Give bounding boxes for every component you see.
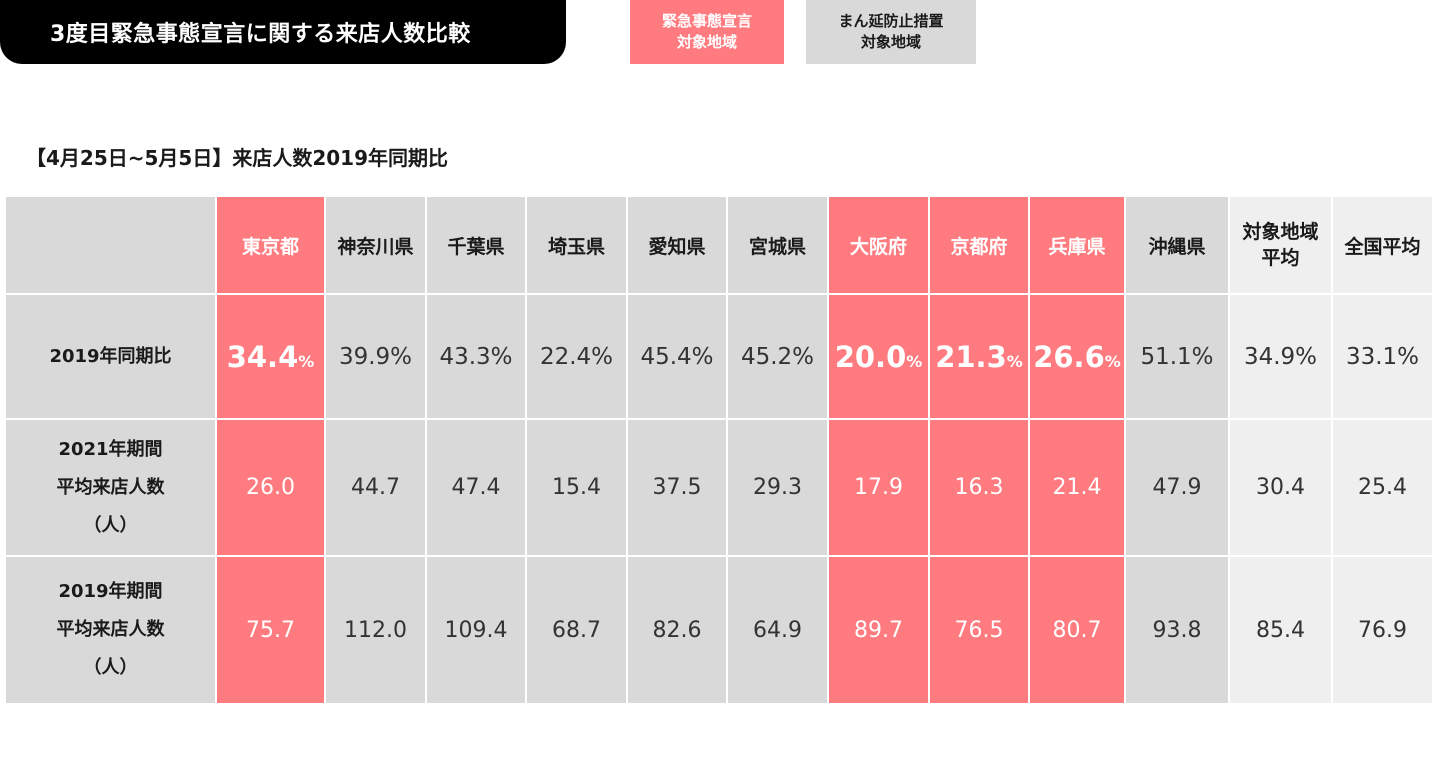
table-row: 2021年期間 平均来店人数 （人） 26.0 44.7 47.4 15.4 37.5 29.3… bbox=[4, 418, 1434, 557]
data-cell: 89.7 bbox=[827, 555, 930, 705]
table-subtitle: 【4月25日~5月5日】来店人数2019年同期比 bbox=[26, 146, 449, 170]
cell-unit: % bbox=[1104, 351, 1121, 371]
data-cell: 43.3% bbox=[425, 293, 527, 420]
cell-unit: % bbox=[906, 351, 923, 371]
cell-unit: % bbox=[591, 343, 614, 370]
row-label-line: 2019年同期比 bbox=[49, 345, 172, 367]
data-cell: 68.7 bbox=[525, 555, 628, 705]
data-cell: 39.9% bbox=[324, 293, 427, 420]
data-cell: 33.1% bbox=[1331, 293, 1434, 420]
cell-unit: % bbox=[298, 351, 315, 371]
column-header: 東京都 bbox=[215, 195, 326, 295]
row-label-line: 2021年期間 bbox=[58, 438, 163, 460]
data-cell: 85.4 bbox=[1228, 555, 1333, 705]
data-cell: 64.9 bbox=[726, 555, 829, 705]
data-cell: 47.9 bbox=[1124, 418, 1230, 557]
data-cell: 37.5 bbox=[626, 418, 728, 557]
data-cell: 44.7 bbox=[324, 418, 427, 557]
column-header: 大阪府 bbox=[827, 195, 930, 295]
header-row: 東京都 神奈川県 千葉県 埼玉県 愛知県 宮城県 大阪府 京都府 兵庫県 沖縄県 対象地域 平均 全国平… bbox=[4, 195, 1434, 295]
data-cell: 34.9% bbox=[1228, 293, 1333, 420]
title-banner: 3度目緊急事態宣言に関する来店人数比較 bbox=[0, 0, 566, 64]
column-header: 宮城県 bbox=[726, 195, 829, 295]
cell-value: 45.2 bbox=[740, 343, 793, 370]
cell-unit: % bbox=[1191, 343, 1214, 370]
data-cell: 45.4% bbox=[626, 293, 728, 420]
column-header: 対象地域 平均 bbox=[1228, 195, 1333, 295]
data-cell: 76.5 bbox=[928, 555, 1030, 705]
data-cell: 47.4 bbox=[425, 418, 527, 557]
cell-value: 34.4 bbox=[226, 339, 299, 374]
column-header: 沖縄県 bbox=[1124, 195, 1230, 295]
row-label-line: （人） bbox=[83, 514, 138, 536]
data-cell: 30.4 bbox=[1228, 418, 1333, 557]
legend-emergency-line1: 緊急事態宣言 bbox=[661, 12, 752, 30]
data-cell: 112.0 bbox=[324, 555, 427, 705]
data-cell: 80.7 bbox=[1028, 555, 1126, 705]
row-label: 2019年期間 平均来店人数 （人） bbox=[4, 555, 217, 705]
cell-value: 51.1 bbox=[1140, 343, 1192, 370]
column-header-line: 対象地域 bbox=[1242, 221, 1319, 243]
column-header: 全国平均 bbox=[1331, 195, 1434, 295]
data-cell: 21.4 bbox=[1028, 418, 1126, 557]
data-cell: 25.4 bbox=[1331, 418, 1434, 557]
data-cell: 20.0% bbox=[827, 293, 930, 420]
row-label-line: （人） bbox=[83, 657, 138, 678]
page-title: 3度目緊急事態宣言に関する来店人数比較 bbox=[50, 22, 471, 47]
legend-emergency: 緊急事態宣言 対象地域 bbox=[630, 0, 784, 64]
legend-semi-line1: まん延防止措置 bbox=[838, 12, 944, 30]
cell-value: 26.6 bbox=[1033, 339, 1105, 374]
data-cell: 15.4 bbox=[525, 418, 628, 557]
column-header: 埼玉県 bbox=[525, 195, 628, 295]
legend-semi-line2: 対象地域 bbox=[860, 33, 921, 51]
cell-unit: % bbox=[490, 343, 513, 370]
data-cell: 109.4 bbox=[425, 555, 527, 705]
cell-value: 39.9 bbox=[338, 343, 391, 370]
data-cell: 17.9 bbox=[827, 418, 930, 557]
table-row: 2019年期間 平均来店人数 （人） 75.7 112.0 109.4 68.7 82.6 64… bbox=[4, 555, 1434, 705]
data-cell: 26.0 bbox=[215, 418, 326, 557]
legend-emergency-line2: 対象地域 bbox=[676, 33, 737, 51]
cell-unit: % bbox=[1295, 343, 1318, 370]
cell-value: 21.3 bbox=[935, 339, 1007, 374]
cell-unit: % bbox=[792, 343, 815, 370]
cell-unit: % bbox=[1006, 351, 1023, 371]
column-header: 兵庫県 bbox=[1028, 195, 1126, 295]
row-label: 2021年期間 平均来店人数 （人） bbox=[4, 418, 217, 557]
column-header: 京都府 bbox=[928, 195, 1030, 295]
data-cell: 45.2% bbox=[726, 293, 829, 420]
legend-semi-emergency: まん延防止措置 対象地域 bbox=[806, 0, 976, 64]
column-header-line: 平均 bbox=[1261, 247, 1300, 269]
data-cell: 76.9 bbox=[1331, 555, 1434, 705]
data-cell: 21.3% bbox=[928, 293, 1030, 420]
column-header: 愛知県 bbox=[626, 195, 728, 295]
cell-value: 22.4 bbox=[539, 343, 592, 370]
cell-value: 33.1 bbox=[1345, 343, 1398, 370]
data-cell: 51.1% bbox=[1124, 293, 1230, 420]
row-label-line: 2019年期間 bbox=[58, 581, 163, 602]
comparison-table: 東京都 神奈川県 千葉県 埼玉県 愛知県 宮城県 大阪府 京都府 兵庫県 沖縄県 対象地域 平均 全国平… bbox=[4, 195, 1434, 705]
data-cell: 16.3 bbox=[928, 418, 1030, 557]
row-label-line: 平均来店人数 bbox=[56, 476, 165, 498]
data-cell: 22.4% bbox=[525, 293, 628, 420]
corner-cell bbox=[4, 195, 217, 295]
cell-unit: % bbox=[1397, 343, 1420, 370]
row-label-line: 平均来店人数 bbox=[56, 619, 165, 640]
cell-value: 43.3 bbox=[439, 343, 491, 370]
table-row: 2019年同期比 34.4% 39.9% 43.3% 22.4% 45.4% 45.2% 20… bbox=[4, 293, 1434, 420]
cell-value: 34.9 bbox=[1243, 343, 1296, 370]
data-cell: 29.3 bbox=[726, 418, 829, 557]
data-cell: 34.4% bbox=[215, 293, 326, 420]
data-cell: 82.6 bbox=[626, 555, 728, 705]
data-cell: 75.7 bbox=[215, 555, 326, 705]
cell-unit: % bbox=[691, 343, 714, 370]
column-header: 神奈川県 bbox=[324, 195, 427, 295]
data-cell: 93.8 bbox=[1124, 555, 1230, 705]
row-label: 2019年同期比 bbox=[4, 293, 217, 420]
cell-value: 45.4 bbox=[640, 343, 692, 370]
cell-unit: % bbox=[390, 343, 413, 370]
cell-value: 20.0 bbox=[834, 339, 907, 374]
data-cell: 26.6% bbox=[1028, 293, 1126, 420]
column-header: 千葉県 bbox=[425, 195, 527, 295]
